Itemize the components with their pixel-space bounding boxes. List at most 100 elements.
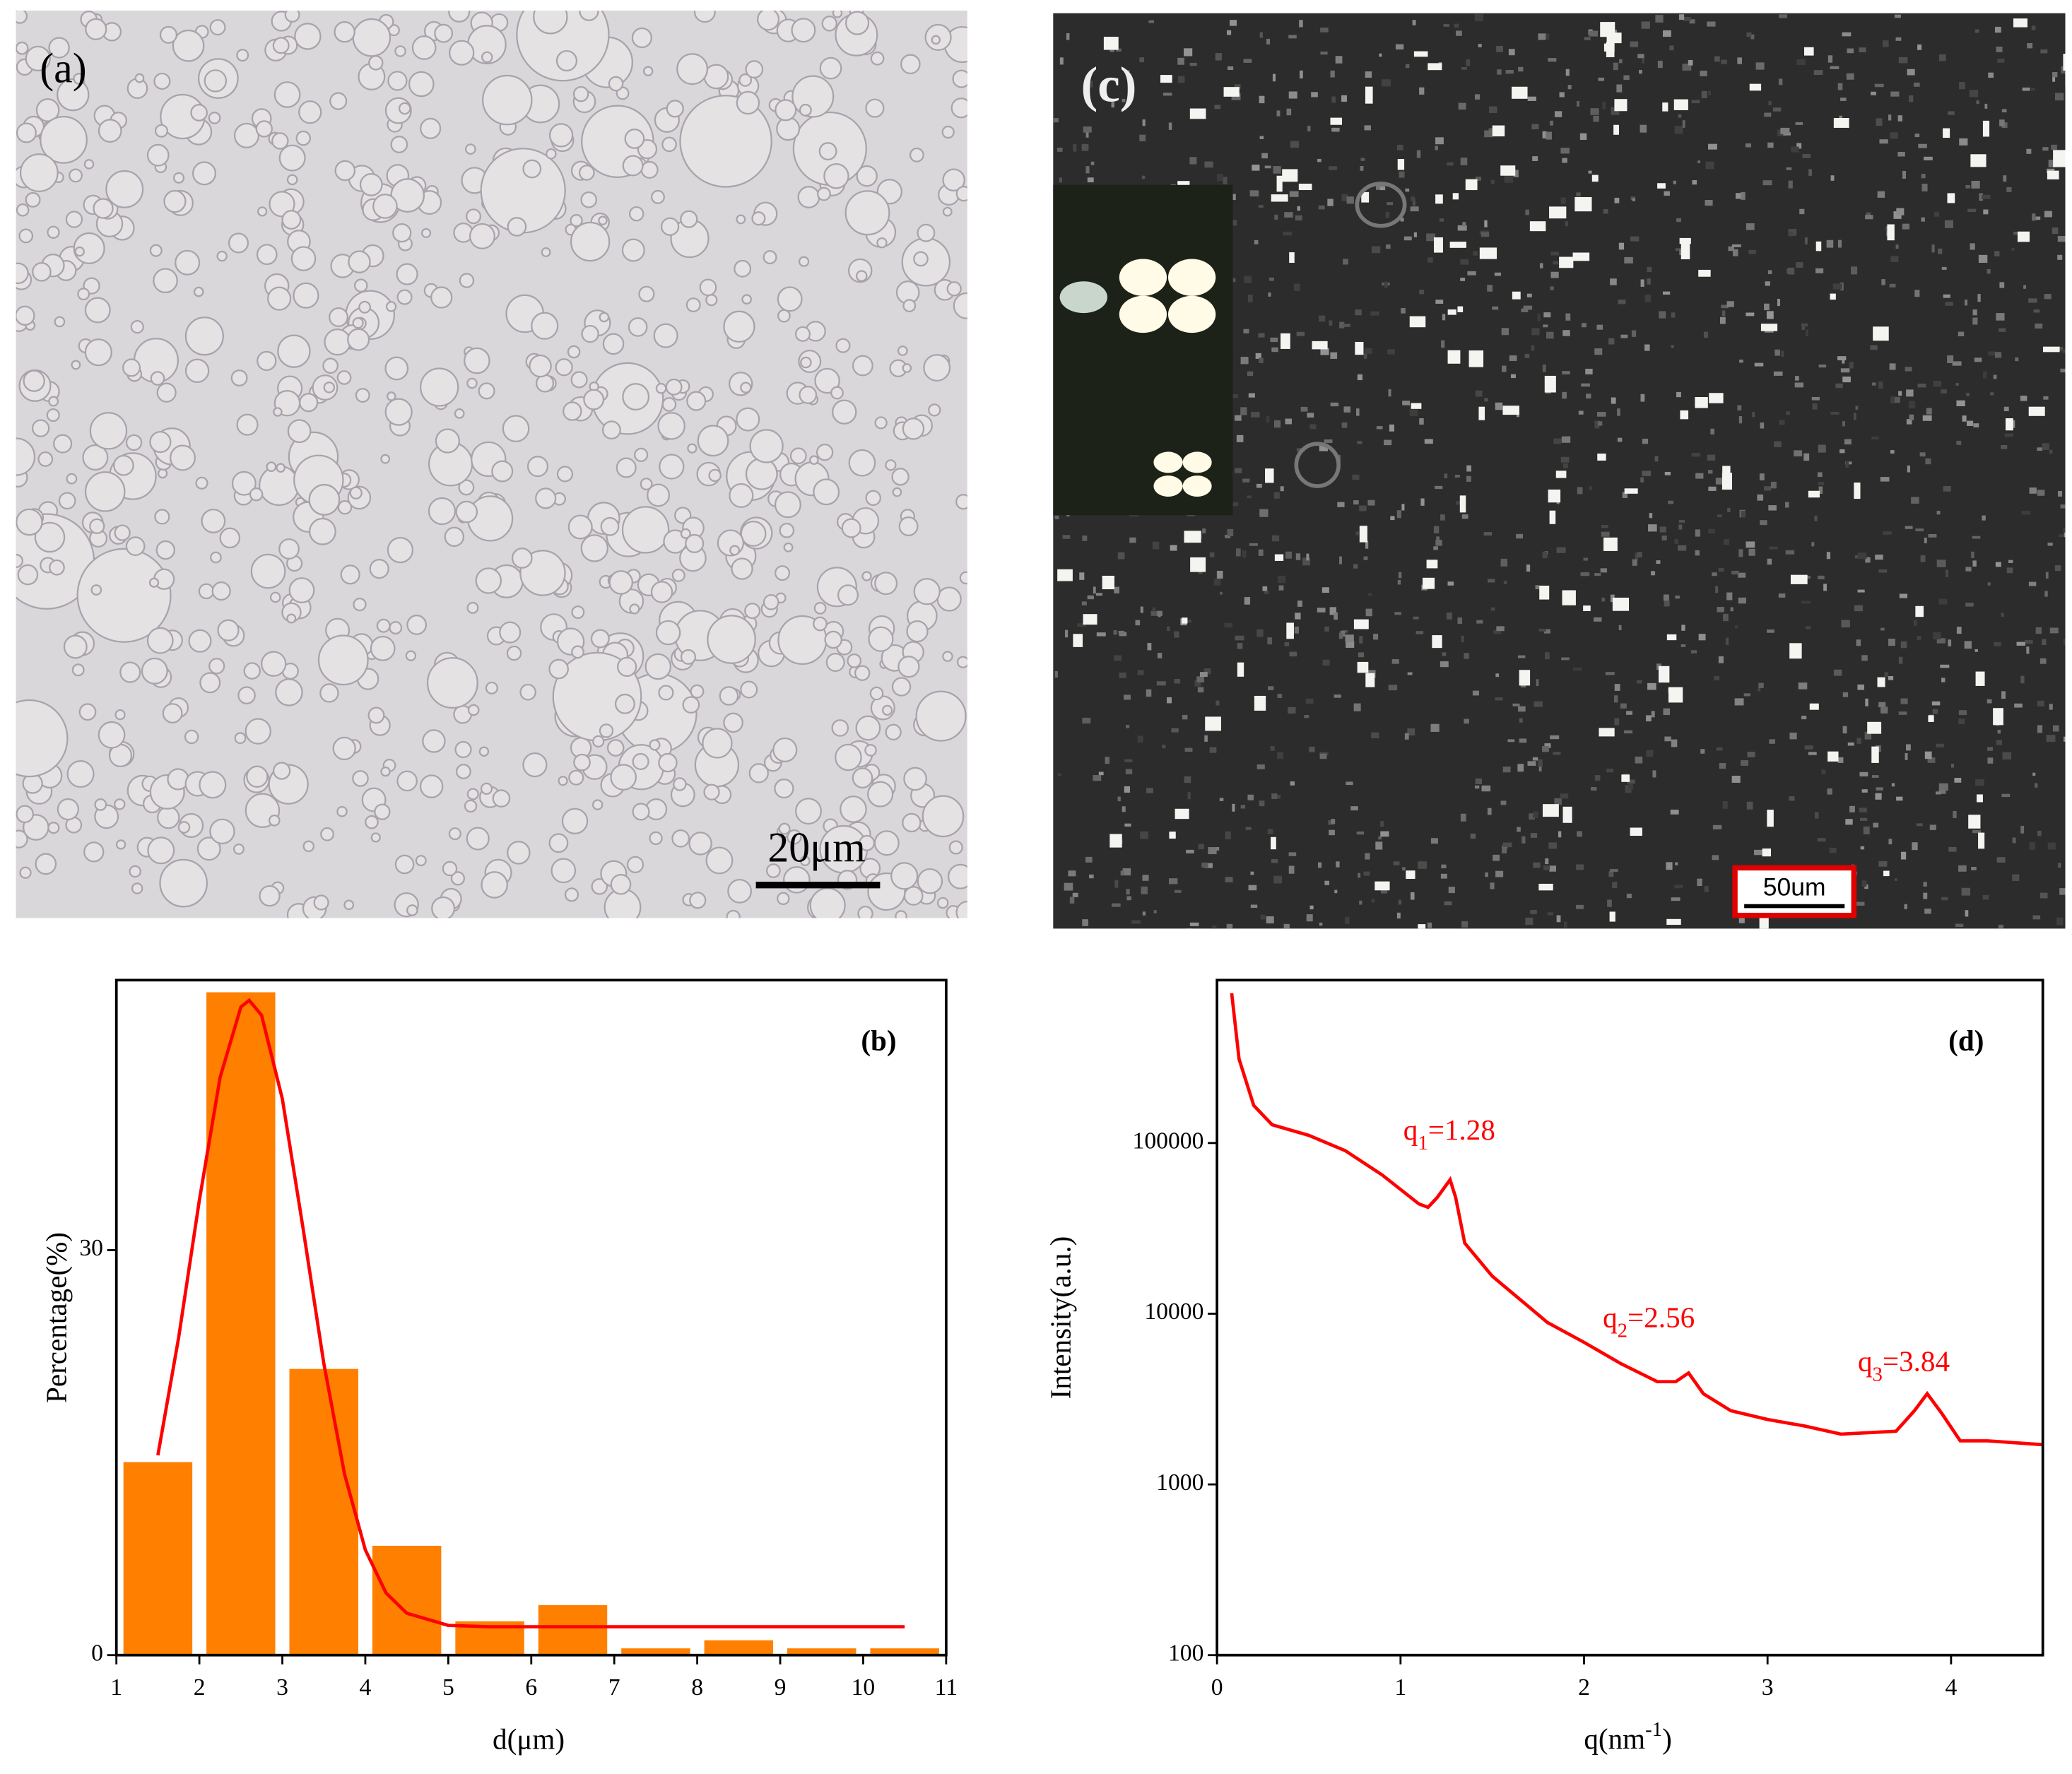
speckle <box>2033 309 2040 313</box>
speckle <box>2059 534 2066 538</box>
droplet <box>763 594 779 610</box>
droplet <box>208 112 221 124</box>
droplet <box>726 909 741 918</box>
droplet <box>411 35 437 60</box>
speckle <box>1442 314 1446 321</box>
speckle <box>1760 422 1765 429</box>
speckle <box>1475 177 1481 181</box>
speckle <box>1675 862 1678 865</box>
crystal <box>1406 870 1415 880</box>
speckle <box>1497 69 1502 75</box>
crystal <box>1184 531 1201 543</box>
droplet <box>234 732 247 745</box>
speckle <box>1914 134 1920 138</box>
speckle <box>1620 703 1627 709</box>
droplet <box>687 443 697 454</box>
speckle <box>1651 711 1655 718</box>
droplet <box>651 189 665 204</box>
speckle <box>1120 870 1124 876</box>
droplet <box>455 500 478 524</box>
droplet <box>579 10 599 21</box>
droplet <box>272 762 291 780</box>
droplet <box>352 770 369 787</box>
crystal <box>1668 687 1683 703</box>
speckle <box>1936 511 1941 515</box>
crystal <box>1680 243 1690 260</box>
speckle <box>1385 244 1391 249</box>
speckle <box>1448 887 1455 894</box>
speckle <box>1306 914 1313 922</box>
droplet <box>372 194 398 219</box>
speckle <box>1380 831 1389 837</box>
speckle <box>1142 911 1146 916</box>
speckle <box>1542 551 1548 559</box>
droplet <box>237 686 256 704</box>
speckle <box>1327 199 1334 206</box>
speckle <box>1664 736 1671 742</box>
speckle <box>1358 873 1361 878</box>
droplet <box>352 18 392 57</box>
speckle <box>1671 739 1678 747</box>
speckle <box>1380 887 1388 894</box>
speckle <box>1428 257 1433 263</box>
droplet <box>150 371 165 386</box>
speckle <box>1842 692 1849 697</box>
droplet <box>854 665 871 681</box>
speckle <box>1610 278 1617 285</box>
crystal <box>1827 751 1839 762</box>
droplet <box>82 444 109 471</box>
speckle <box>1435 485 1443 490</box>
speckle <box>1494 272 1501 276</box>
speckle <box>1546 331 1554 339</box>
droplet <box>738 73 753 87</box>
droplet <box>394 854 415 875</box>
speckle <box>1240 407 1247 415</box>
speckle <box>1196 676 1204 682</box>
droplet <box>640 478 653 491</box>
vesicle <box>1294 442 1341 488</box>
speckle <box>1554 798 1562 805</box>
speckle <box>2060 504 2066 509</box>
speckle <box>1544 629 1550 634</box>
crystal <box>2013 18 2027 28</box>
speckle <box>2012 874 2020 881</box>
speckle <box>1235 548 1241 557</box>
bright-spot <box>1119 295 1167 333</box>
speckle <box>1384 281 1388 288</box>
speckle <box>1189 62 1197 66</box>
speckle <box>1565 69 1570 76</box>
droplet <box>621 238 645 262</box>
speckle <box>1798 682 1808 690</box>
speckle <box>1527 761 1536 766</box>
speckle <box>1866 212 1871 218</box>
speckle <box>1447 581 1454 586</box>
speckle <box>1779 420 1785 425</box>
speckle <box>1752 412 1755 418</box>
speckle <box>1905 753 1908 760</box>
droplet <box>420 117 442 139</box>
crystal <box>1603 537 1618 551</box>
speckle <box>1576 904 1584 909</box>
speckle <box>1894 878 1897 881</box>
droplet <box>25 45 51 72</box>
droplet <box>286 613 297 624</box>
crystal <box>1289 252 1295 264</box>
droplet <box>835 743 862 771</box>
droplet <box>757 10 780 31</box>
speckle <box>1317 862 1322 868</box>
speckle <box>1993 374 1997 379</box>
crystal <box>1873 326 1889 341</box>
speckle <box>1849 362 1854 369</box>
crystal <box>1993 708 2003 726</box>
droplet <box>644 653 672 680</box>
speckle <box>1357 374 1362 381</box>
speckle <box>1762 180 1772 186</box>
speckle <box>2042 443 2049 450</box>
speckle <box>1189 922 1199 926</box>
speckle <box>1689 19 1695 24</box>
droplet <box>448 10 471 23</box>
speckle <box>1999 328 2006 332</box>
speckle <box>1921 184 1928 191</box>
speckle <box>1999 119 2005 126</box>
